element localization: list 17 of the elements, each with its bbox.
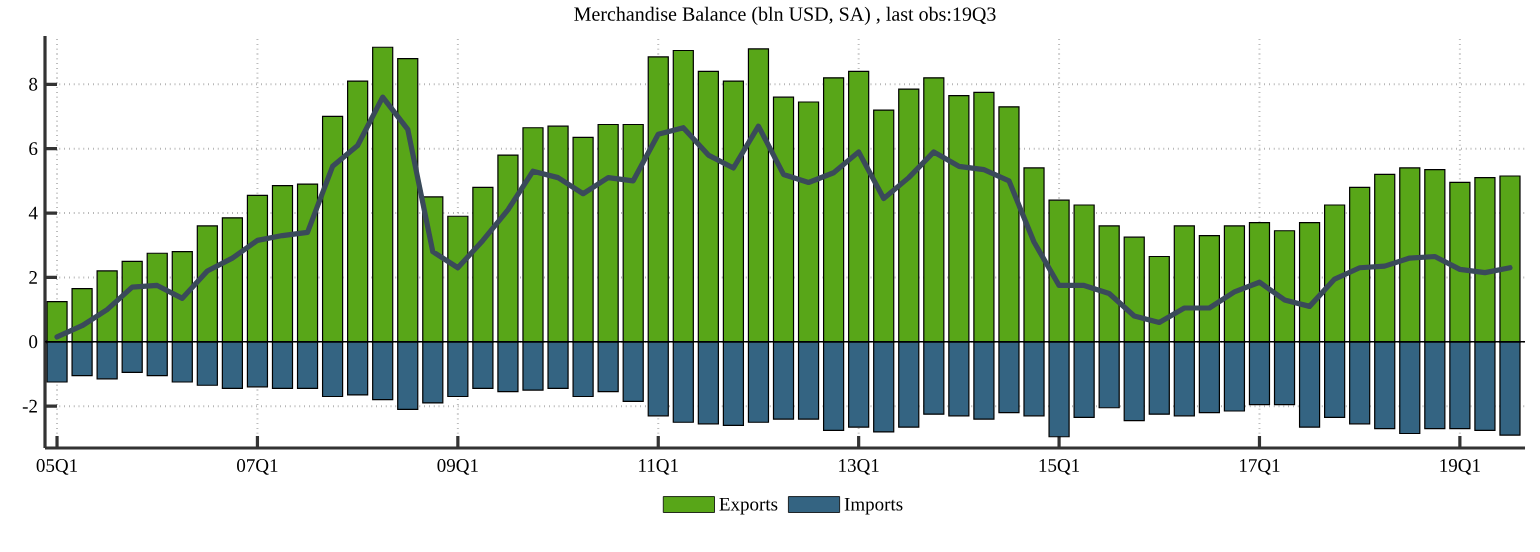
y-tick-label: 0 bbox=[29, 335, 38, 349]
x-tick-label: 09Q1 bbox=[437, 459, 478, 475]
x-tick-label: 05Q1 bbox=[36, 459, 78, 475]
y-tick-label: 8 bbox=[29, 77, 38, 91]
chart-title: Merchandise Balance (bln USD, SA) , last obs:19Q3 bbox=[574, 6, 996, 25]
x-tick-label: 17Q1 bbox=[1240, 459, 1280, 475]
x-tick-label: 11Q1 bbox=[639, 459, 678, 475]
x-tick-label: 07Q1 bbox=[237, 459, 278, 475]
y-tick-label: 4 bbox=[28, 206, 38, 220]
legend-label: Exports bbox=[719, 497, 778, 515]
x-tick-label: 15Q1 bbox=[1039, 459, 1080, 475]
x-tick-label: 19Q1 bbox=[1440, 459, 1480, 475]
x-tick-label: 13Q1 bbox=[839, 459, 879, 475]
y-tick-label: 6 bbox=[29, 142, 38, 156]
legend-label: Imports bbox=[844, 497, 903, 515]
y-tick-label: 2 bbox=[29, 271, 37, 284]
y-tick-label: -2 bbox=[22, 399, 37, 413]
